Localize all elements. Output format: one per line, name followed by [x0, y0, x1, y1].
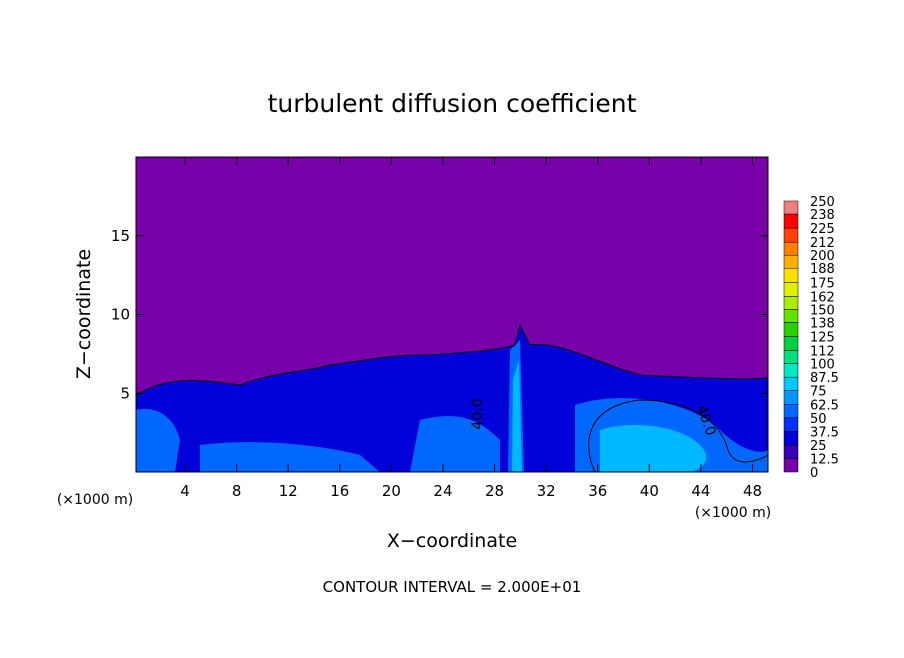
- contour-line: [135, 323, 769, 396]
- colorbar-label: 125: [810, 331, 835, 346]
- colorbar-box: [783, 350, 799, 364]
- colorbar-label: 0: [810, 466, 818, 481]
- colorbar-box: [783, 404, 799, 419]
- y-tick-label: 15: [111, 227, 130, 245]
- colorbar-box: [783, 296, 799, 310]
- x-tick-label: 32: [537, 482, 556, 500]
- colorbar-label: 162: [810, 290, 835, 305]
- colorbar-label: 200: [810, 249, 835, 264]
- colorbar-box: [783, 241, 799, 256]
- x-tick-label: 40: [640, 482, 659, 500]
- x-tick-label: 28: [485, 482, 504, 500]
- colorbar-label: 250: [810, 195, 835, 210]
- x-axis-label: X−coordinate: [387, 530, 517, 552]
- colorbar-label: 12.5: [810, 452, 839, 467]
- colorbar-label: 87.5: [810, 371, 839, 386]
- colorbar-label: 212: [810, 236, 835, 251]
- colorbar-box: [783, 267, 799, 283]
- colorbar-label: 62.5: [810, 398, 839, 413]
- contour-label: 40.0: [470, 398, 486, 429]
- colorbar-label: 100: [810, 358, 835, 373]
- colorbar-label: 50: [810, 412, 827, 427]
- colorbar-label: 75: [810, 385, 827, 400]
- x-tick-label: 20: [382, 482, 401, 500]
- x-tick-label: 12: [279, 482, 298, 500]
- colorbar-label: 175: [810, 276, 835, 291]
- x-tick-label: 24: [433, 482, 452, 500]
- colorbar-box: [783, 322, 799, 337]
- colorbar-box: [783, 458, 799, 473]
- colorbar-box: [783, 213, 799, 229]
- colorbar-box: [783, 390, 799, 405]
- x-tick-label: 48: [743, 482, 762, 500]
- chart-title: turbulent diffusion coefficient: [268, 89, 637, 118]
- footer-note: CONTOUR INTERVAL = 2.000E+01: [323, 578, 582, 596]
- x-tick-label: 36: [588, 482, 607, 500]
- colorbar-box: [783, 336, 799, 351]
- x-tick-label: 8: [232, 482, 242, 500]
- colorbar-box: [783, 376, 799, 391]
- colorbar-box: [783, 444, 799, 459]
- contour-line: [588, 399, 769, 473]
- colorbar-box: [783, 309, 799, 323]
- colorbar-box: [783, 282, 799, 297]
- colorbar-label: 150: [810, 303, 835, 318]
- x-unit-label: (×1000 m): [57, 492, 133, 508]
- colorbar-label: 37.5: [810, 425, 839, 440]
- y-tick-label: 10: [111, 306, 130, 324]
- colorbar-label: 188: [810, 262, 835, 277]
- colorbar-box: [783, 363, 799, 378]
- colorbar-label: 138: [810, 316, 835, 331]
- colorbar-box: [783, 254, 799, 269]
- y-tick-label: 5: [120, 384, 130, 402]
- colorbar-label: 225: [810, 222, 835, 237]
- x-unit-label: (×1000 m): [695, 505, 771, 521]
- x-tick-label: 16: [330, 482, 349, 500]
- colorbar-label: 238: [810, 208, 835, 223]
- colorbar-label: 112: [810, 345, 835, 360]
- colorbar-box: [783, 200, 799, 215]
- field: [135, 157, 769, 473]
- x-tick-label: 44: [691, 482, 710, 500]
- colorbar-box: [783, 431, 799, 446]
- colorbar-box: [783, 227, 799, 243]
- field-region: [512, 360, 707, 472]
- colorbar-box: [783, 417, 799, 432]
- y-axis-label: Z−coordinate: [73, 249, 95, 379]
- colorbar-label: 25: [810, 439, 827, 454]
- x-tick-label: 4: [180, 482, 190, 500]
